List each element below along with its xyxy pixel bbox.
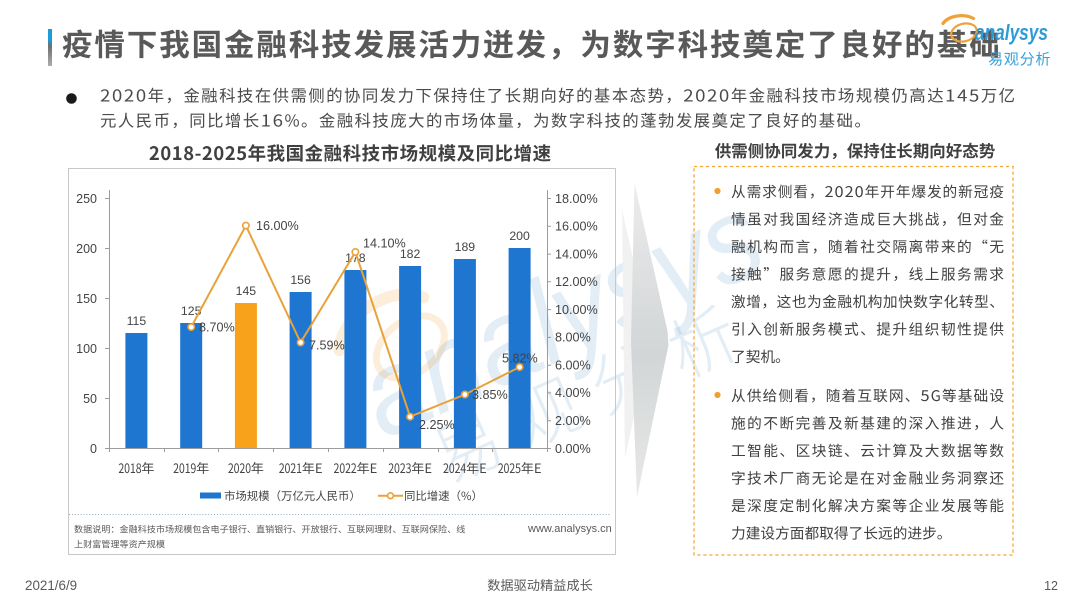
svg-text:182: 182 (400, 247, 421, 261)
svg-text:145: 145 (236, 284, 257, 298)
svg-text:7.59%: 7.59% (309, 339, 345, 353)
svg-text:250: 250 (76, 192, 97, 206)
svg-text:8.70%: 8.70% (199, 321, 235, 335)
svg-text:14.10%: 14.10% (363, 237, 406, 251)
svg-text:200: 200 (76, 242, 97, 256)
svg-text:150: 150 (76, 292, 97, 306)
svg-text:16.00%: 16.00% (256, 219, 299, 233)
svg-text:50: 50 (83, 392, 97, 406)
svg-text:5.82%: 5.82% (502, 352, 538, 366)
svg-text:200: 200 (509, 229, 530, 243)
svg-text:0.00%: 0.00% (555, 442, 591, 456)
svg-text:156: 156 (290, 273, 311, 287)
svg-text:12.00%: 12.00% (555, 275, 598, 289)
svg-text:16.00%: 16.00% (555, 220, 598, 234)
svg-text:www.analysys.cn: www.analysys.cn (527, 523, 612, 535)
svg-text:8.00%: 8.00% (555, 331, 591, 345)
svg-text:12: 12 (1044, 579, 1058, 593)
svg-text:125: 125 (181, 304, 202, 318)
svg-text:115: 115 (127, 314, 147, 328)
svg-text:2.25%: 2.25% (419, 418, 455, 432)
svg-text:18.00%: 18.00% (555, 192, 598, 206)
svg-text:100: 100 (76, 342, 97, 356)
svg-text:4.00%: 4.00% (555, 386, 591, 400)
svg-text:6.00%: 6.00% (555, 359, 591, 373)
svg-text:10.00%: 10.00% (555, 303, 598, 317)
svg-text:2021/6/9: 2021/6/9 (25, 578, 77, 593)
svg-text:0: 0 (90, 442, 97, 456)
svg-text:14.00%: 14.00% (555, 247, 598, 261)
svg-text:2.00%: 2.00% (555, 414, 591, 428)
svg-text:analysys: analysys (975, 20, 1048, 45)
svg-text:189: 189 (455, 240, 476, 254)
svg-text:3.85%: 3.85% (472, 388, 508, 402)
